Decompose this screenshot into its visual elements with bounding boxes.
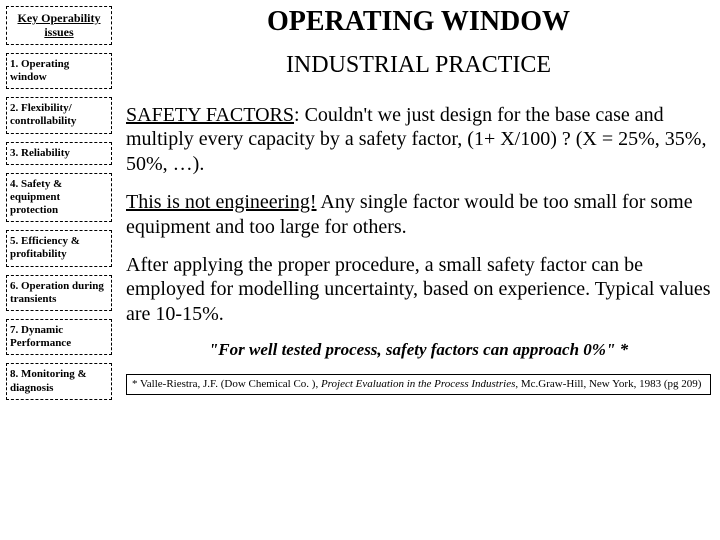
sidebar-item-5: 5. Efficiency & profitability — [6, 230, 112, 266]
p2-lead: This is not engineering! — [126, 191, 317, 213]
sidebar-item-3: 3. Reliability — [6, 142, 112, 165]
sidebar: Key Operability issues 1. Operating wind… — [6, 6, 112, 400]
footnote-post: , Mc.Graw-Hill, New York, 1983 (pg 209) — [515, 378, 701, 390]
page-subtitle: INDUSTRIAL PRACTICE — [126, 52, 711, 79]
sidebar-item-2: 2. Flexibility/ controllability — [6, 97, 112, 133]
sidebar-item-8: 8. Monitoring & diagnosis — [6, 363, 112, 399]
paragraph-3: After applying the proper procedure, a s… — [126, 253, 711, 326]
sidebar-item-1: 1. Operating window — [6, 53, 112, 89]
paragraph-1: SAFETY FACTORS: Couldn't we just design … — [126, 103, 711, 176]
sidebar-item-4: 4. Safety & equipment protection — [6, 173, 112, 223]
page-title: OPERATING WINDOW — [126, 6, 711, 38]
quote: "For well tested process, safety factors… — [126, 340, 711, 360]
p1-lead: SAFETY FACTORS — [126, 104, 294, 126]
footnote-pre: * Valle-Riestra, J.F. (Dow Chemical Co. … — [132, 378, 321, 390]
main-content: OPERATING WINDOW INDUSTRIAL PRACTICE SAF… — [126, 6, 711, 395]
sidebar-header: Key Operability issues — [6, 6, 112, 45]
footnote-ital: Project Evaluation in the Process Indust… — [321, 378, 515, 390]
paragraph-2: This is not engineering! Any single fact… — [126, 190, 711, 239]
sidebar-item-6: 6. Operation during transients — [6, 275, 112, 311]
sidebar-item-7: 7. Dynamic Performance — [6, 319, 112, 355]
footnote: * Valle-Riestra, J.F. (Dow Chemical Co. … — [126, 374, 711, 395]
